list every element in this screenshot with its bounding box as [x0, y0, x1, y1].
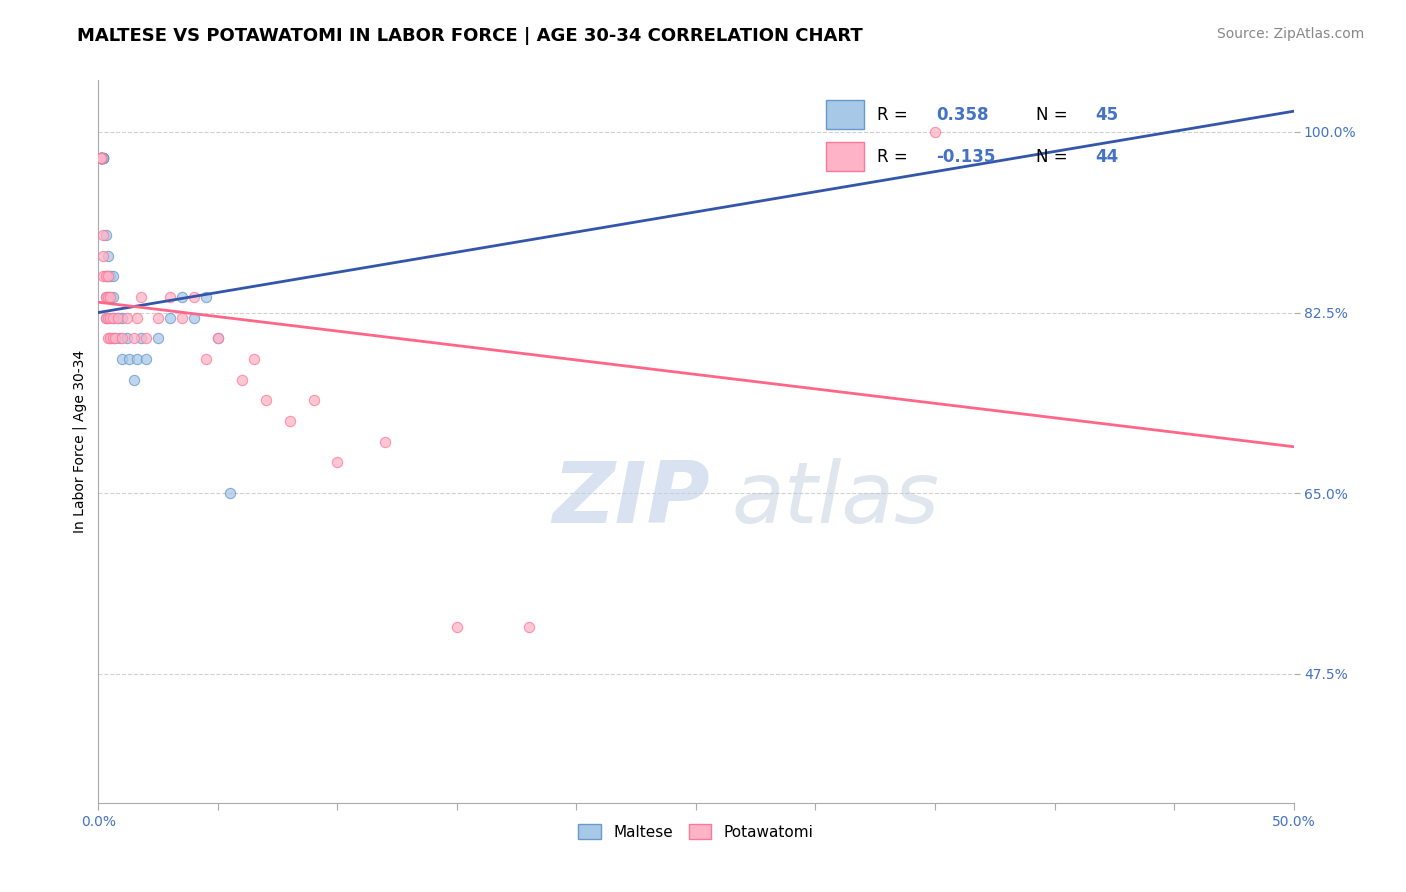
Point	[135, 331, 157, 345]
Point	[91, 249, 114, 263]
Point	[94, 269, 117, 284]
Point	[374, 434, 396, 449]
Point	[98, 331, 122, 345]
Y-axis label: In Labor Force | Age 30-34: In Labor Force | Age 30-34	[73, 350, 87, 533]
Point	[94, 290, 117, 304]
Point	[90, 151, 112, 165]
Point	[159, 290, 181, 304]
Point	[94, 310, 117, 325]
Point	[97, 249, 120, 263]
Point	[125, 310, 148, 325]
Point	[94, 290, 117, 304]
Point	[115, 331, 138, 345]
Point	[90, 151, 112, 165]
Point	[90, 151, 112, 165]
Text: MALTESE VS POTAWATOMI IN LABOR FORCE | AGE 30-34 CORRELATION CHART: MALTESE VS POTAWATOMI IN LABOR FORCE | A…	[77, 27, 863, 45]
Point	[183, 310, 205, 325]
Point	[115, 310, 138, 325]
Point	[104, 331, 127, 345]
Point	[219, 486, 242, 500]
Point	[94, 228, 117, 243]
Point	[90, 151, 112, 165]
Point	[91, 228, 114, 243]
Point	[101, 310, 124, 325]
Point	[97, 269, 120, 284]
Point	[172, 290, 194, 304]
Point	[98, 290, 122, 304]
Point	[98, 331, 122, 345]
Point	[446, 620, 468, 634]
Point	[101, 310, 124, 325]
Point	[131, 331, 153, 345]
Legend: Maltese, Potawatomi: Maltese, Potawatomi	[572, 818, 820, 846]
Point	[135, 351, 157, 366]
Point	[195, 290, 218, 304]
Point	[111, 351, 134, 366]
Point	[91, 151, 114, 165]
Point	[195, 351, 218, 366]
Point	[90, 151, 112, 165]
Point	[97, 290, 120, 304]
Point	[91, 151, 114, 165]
Point	[91, 151, 114, 165]
Point	[108, 331, 131, 345]
Point	[111, 331, 134, 345]
Point	[172, 310, 194, 325]
Point	[517, 620, 540, 634]
Point	[243, 351, 266, 366]
Point	[183, 290, 205, 304]
Point	[90, 151, 112, 165]
Point	[90, 151, 112, 165]
Point	[148, 310, 170, 325]
Point	[111, 310, 134, 325]
Point	[254, 393, 277, 408]
Point	[97, 290, 120, 304]
Point	[91, 151, 114, 165]
Point	[924, 125, 946, 139]
Point	[94, 269, 117, 284]
Point	[302, 393, 325, 408]
Point	[159, 310, 181, 325]
Text: ZIP: ZIP	[553, 458, 710, 541]
Point	[125, 351, 148, 366]
Point	[124, 373, 146, 387]
Point	[207, 331, 229, 345]
Point	[231, 373, 253, 387]
Point	[124, 331, 146, 345]
Point	[90, 151, 112, 165]
Point	[207, 331, 229, 345]
Point	[97, 310, 120, 325]
Point	[104, 331, 127, 345]
Point	[94, 310, 117, 325]
Point	[98, 310, 122, 325]
Point	[131, 290, 153, 304]
Point	[97, 269, 120, 284]
Point	[118, 351, 141, 366]
Point	[148, 331, 170, 345]
Point	[97, 331, 120, 345]
Text: Source: ZipAtlas.com: Source: ZipAtlas.com	[1216, 27, 1364, 41]
Point	[101, 269, 124, 284]
Point	[98, 290, 122, 304]
Point	[90, 151, 112, 165]
Text: atlas: atlas	[733, 458, 939, 541]
Point	[101, 331, 124, 345]
Point	[107, 310, 129, 325]
Point	[91, 269, 114, 284]
Point	[98, 269, 122, 284]
Point	[90, 151, 112, 165]
Point	[91, 151, 114, 165]
Point	[90, 151, 112, 165]
Point	[90, 151, 112, 165]
Point	[101, 290, 124, 304]
Point	[97, 310, 120, 325]
Point	[107, 310, 129, 325]
Point	[326, 455, 349, 469]
Point	[278, 414, 301, 428]
Point	[90, 151, 112, 165]
